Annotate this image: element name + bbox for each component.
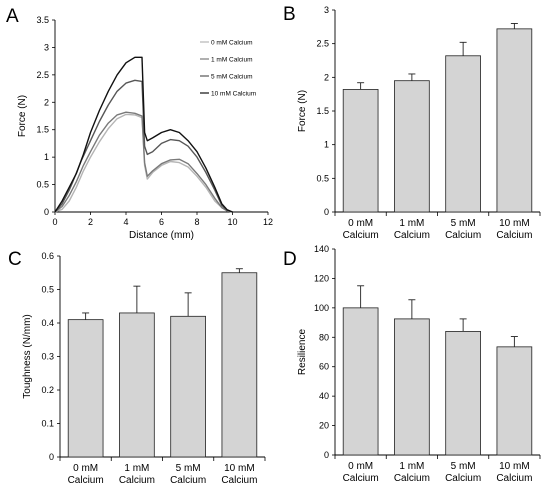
category-label: Calcium — [496, 230, 532, 241]
y-tick-label: 0.1 — [41, 419, 54, 429]
panel-letter-b: B — [283, 4, 296, 25]
x-tick-label: 8 — [194, 217, 199, 227]
category-label: 5 mM — [176, 463, 201, 474]
category-label: Calcium — [170, 475, 206, 486]
y-tick-label: 20 — [319, 421, 329, 431]
y-tick-label: 0.5 — [316, 173, 329, 183]
y-tick-label: 100 — [314, 303, 329, 313]
y-tick-label: 1.5 — [316, 106, 329, 116]
y-tick-label: 2.5 — [316, 39, 329, 49]
bar — [170, 315, 206, 458]
bar — [394, 80, 430, 213]
legend-entry: 10 mM Calcium — [211, 90, 256, 97]
y-tick-label: 0.6 — [41, 251, 54, 261]
category-label: Calcium — [68, 475, 104, 486]
legend-entry: 5 mM Calcium — [211, 73, 253, 80]
y-axis-label: Toughness (N/mm) — [22, 314, 33, 398]
y-tick-label: 0.5 — [36, 180, 49, 190]
category-label: 0 mM — [348, 218, 373, 229]
y-tick-label: 0 — [44, 207, 49, 217]
y-tick-label: 3 — [44, 42, 49, 52]
x-tick-label: 4 — [123, 217, 128, 227]
y-tick-label: 0.4 — [41, 318, 54, 328]
bar — [119, 312, 155, 458]
y-tick-label: 2 — [324, 72, 329, 82]
category-label: Calcium — [445, 230, 481, 241]
y-tick-label: 80 — [319, 332, 329, 342]
panel-letter-c: C — [8, 249, 22, 270]
y-tick-label: 140 — [314, 244, 329, 254]
category-label: Calcium — [445, 473, 481, 484]
y-tick-label: 2 — [44, 97, 49, 107]
bar — [496, 28, 533, 213]
bar — [496, 346, 533, 456]
y-tick-label: 60 — [319, 362, 329, 372]
bar — [394, 318, 430, 456]
category-label: Calcium — [119, 475, 155, 486]
y-axis-label: Resilience — [297, 328, 308, 375]
y-axis-label: Force (N) — [17, 95, 28, 137]
category-label: Calcium — [221, 475, 257, 486]
legend-entry: 0 mM Calcium — [211, 39, 253, 46]
category-label: Calcium — [394, 230, 430, 241]
y-tick-label: 2.5 — [36, 70, 49, 80]
category-label: 1 mM — [399, 461, 424, 472]
y-axis-label: Force (N) — [297, 90, 308, 132]
y-tick-label: 1.5 — [36, 125, 49, 135]
y-tick-label: 3 — [324, 5, 329, 15]
x-tick-label: 10 — [227, 217, 237, 227]
category-label: 10 mM — [499, 461, 530, 472]
bar — [445, 330, 481, 456]
y-tick-label: 1 — [44, 152, 49, 162]
bar — [342, 89, 379, 213]
category-label: Calcium — [394, 473, 430, 484]
category-label: 0 mM — [73, 463, 98, 474]
y-tick-label: 3.5 — [36, 15, 49, 25]
category-label: 10 mM — [499, 218, 530, 229]
category-label: Calcium — [343, 230, 379, 241]
x-axis-label: Distance (mm) — [129, 230, 194, 241]
y-tick-label: 1 — [324, 140, 329, 150]
bar — [221, 272, 258, 458]
x-tick-label: 12 — [263, 217, 273, 227]
y-tick-label: 0.2 — [41, 385, 54, 395]
category-label: Calcium — [343, 473, 379, 484]
y-tick-label: 120 — [314, 273, 329, 283]
series-line-3 — [54, 56, 233, 213]
y-tick-label: 0.5 — [41, 285, 54, 295]
panel-letter-a: A — [6, 6, 19, 27]
bar — [67, 319, 104, 458]
x-tick-label: 2 — [88, 217, 93, 227]
category-label: 1 mM — [399, 218, 424, 229]
x-tick-label: 6 — [159, 217, 164, 227]
y-tick-label: 0 — [324, 450, 329, 460]
category-label: 5 mM — [451, 218, 476, 229]
bar — [342, 307, 379, 456]
category-label: 10 mM — [224, 463, 255, 474]
category-label: 5 mM — [451, 461, 476, 472]
y-tick-label: 0 — [324, 207, 329, 217]
legend-entry: 1 mM Calcium — [211, 56, 253, 63]
category-label: 0 mM — [348, 461, 373, 472]
category-label: 1 mM — [124, 463, 149, 474]
y-tick-label: 0 — [49, 452, 54, 462]
series-line-1 — [54, 111, 233, 213]
y-tick-label: 0.3 — [41, 352, 54, 362]
panel-letter-d: D — [283, 249, 297, 270]
bar — [445, 55, 481, 213]
category-label: Calcium — [496, 473, 532, 484]
y-tick-label: 40 — [319, 391, 329, 401]
x-tick-label: 0 — [52, 217, 57, 227]
